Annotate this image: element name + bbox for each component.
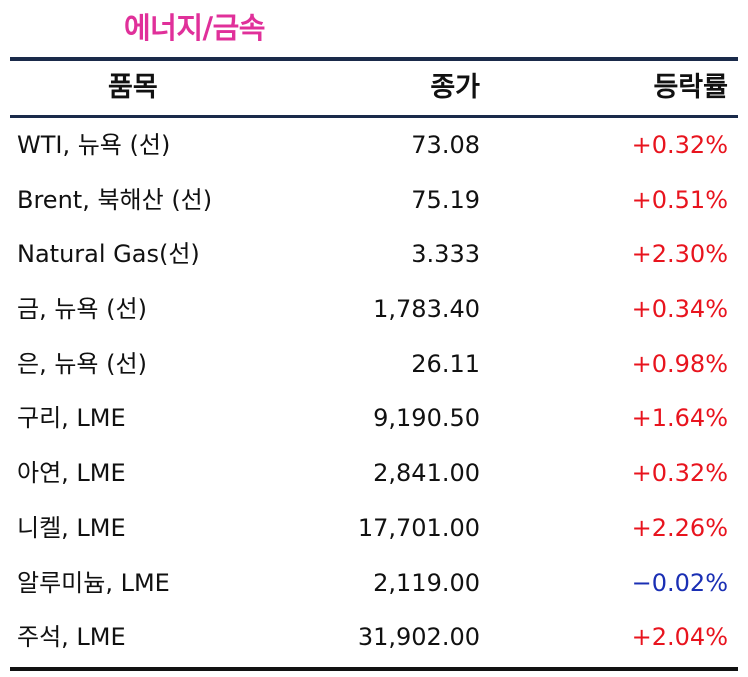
table-header: 품목 종가 등락률 <box>10 61 738 115</box>
row-close-price: 75.19 <box>411 185 480 214</box>
row-change-rate: +2.26% <box>631 513 728 542</box>
table-row: 아연, LME 2,841.00 +0.32% <box>10 446 738 501</box>
row-change-rate: +0.98% <box>631 349 728 378</box>
row-item-name: 은, 뉴욕 (선) <box>17 349 147 378</box>
row-item-name: WTI, 뉴욕 (선) <box>17 131 171 159</box>
row-change-rate: +0.32% <box>631 131 728 159</box>
row-change-rate: −0.02% <box>631 568 728 597</box>
row-close-price: 31,902.00 <box>357 623 480 652</box>
row-close-price: 1,783.40 <box>373 295 480 324</box>
table-row: WTI, 뉴욕 (선) 73.08 +0.32% <box>10 118 738 173</box>
table-row: 은, 뉴욕 (선) 26.11 +0.98% <box>10 337 738 392</box>
table-row: 알루미늄, LME 2,119.00 −0.02% <box>10 556 738 611</box>
row-change-rate: +2.04% <box>631 623 728 652</box>
row-item-name: 주석, LME <box>17 623 126 652</box>
table-row: 구리, LME 9,190.50 +1.64% <box>10 391 738 446</box>
section-title: 에너지/금속 <box>124 11 266 45</box>
table-row: 금, 뉴욕 (선) 1,783.40 +0.34% <box>10 282 738 337</box>
header-item: 품목 <box>108 72 158 103</box>
row-item-name: 아연, LME <box>17 459 126 488</box>
row-item-name: Natural Gas(선) <box>17 240 200 269</box>
header-change: 등락률 <box>653 72 728 103</box>
row-change-rate: +2.30% <box>631 240 728 269</box>
table-row: Natural Gas(선) 3.333 +2.30% <box>10 227 738 282</box>
table-top-rule <box>10 57 738 61</box>
row-close-price: 73.08 <box>411 131 480 159</box>
row-change-rate: +0.51% <box>631 185 728 214</box>
table-row: 주석, LME 31,902.00 +2.04% <box>10 610 738 665</box>
row-close-price: 9,190.50 <box>373 404 480 433</box>
table-row: 니켈, LME 17,701.00 +2.26% <box>10 501 738 556</box>
table-body: WTI, 뉴욕 (선) 73.08 +0.32% Brent, 북해산 (선) 75.1… <box>10 118 738 665</box>
row-item-name: 금, 뉴욕 (선) <box>17 295 147 324</box>
row-close-price: 17,701.00 <box>357 513 480 542</box>
row-close-price: 26.11 <box>411 349 480 378</box>
row-change-rate: +0.34% <box>631 295 728 324</box>
table-header-rule <box>10 115 738 118</box>
header-price: 종가 <box>430 72 480 103</box>
table-bottom-rule <box>10 666 738 671</box>
row-item-name: 구리, LME <box>17 404 126 433</box>
row-close-price: 3.333 <box>411 240 480 269</box>
row-item-name: 알루미늄, LME <box>17 568 170 597</box>
row-close-price: 2,119.00 <box>373 568 480 597</box>
table-row: Brent, 북해산 (선) 75.19 +0.51% <box>10 173 738 228</box>
commodity-table: 품목 종가 등락률 WTI, 뉴욕 (선) 73.08 +0.32% Brent, 북… <box>10 57 738 671</box>
row-change-rate: +0.32% <box>631 459 728 488</box>
row-item-name: Brent, 북해산 (선) <box>17 185 213 214</box>
row-item-name: 니켈, LME <box>17 513 126 542</box>
row-change-rate: +1.64% <box>631 404 728 433</box>
row-close-price: 2,841.00 <box>373 459 480 488</box>
